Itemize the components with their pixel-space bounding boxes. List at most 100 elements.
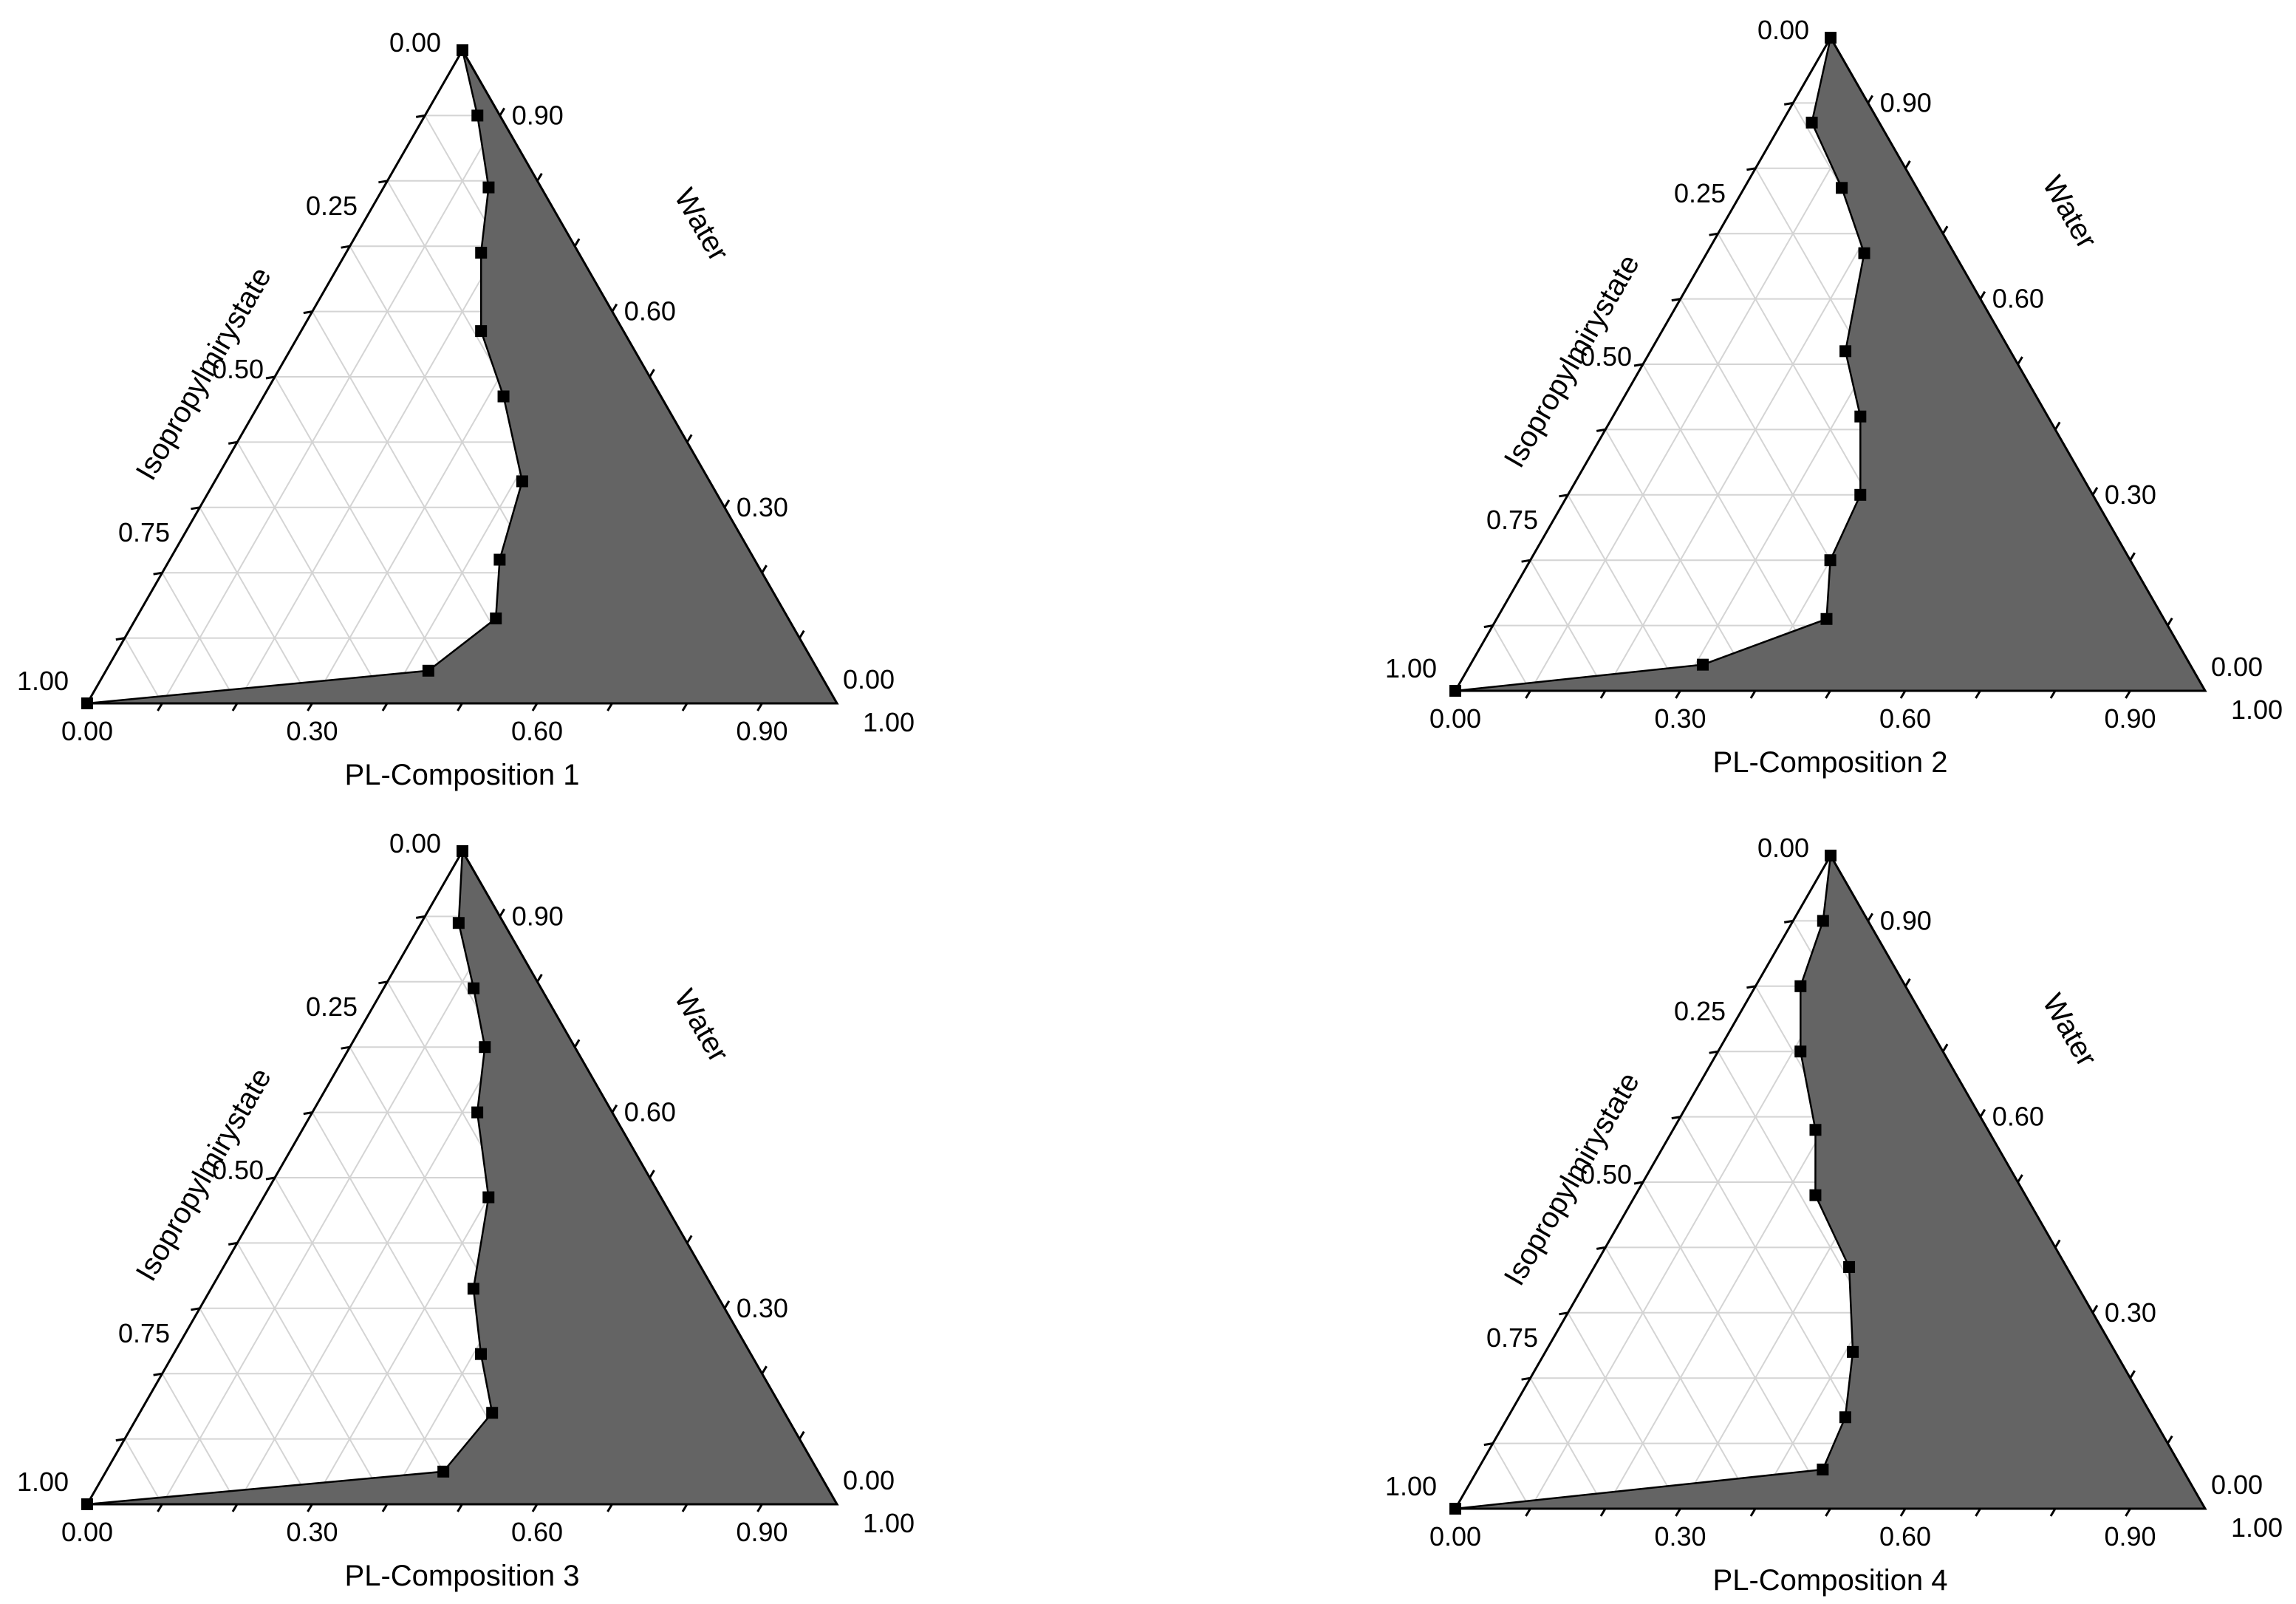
tick-mark — [1483, 1442, 1494, 1447]
tick-mark — [457, 703, 463, 711]
tick-mark — [686, 434, 693, 443]
tick-mark — [2049, 690, 2057, 699]
grid-line — [161, 1373, 238, 1505]
data-point — [479, 1041, 491, 1054]
grid-line — [1642, 1181, 1831, 1509]
data-point — [471, 1106, 484, 1119]
right-tick-label: 0.60 — [624, 296, 676, 327]
left-tick-label: 1.00 — [17, 1467, 69, 1497]
bottom-tick-label: 0.30 — [1654, 1521, 1706, 1552]
bottom-tick-label: 0.00 — [61, 1517, 113, 1547]
tick-mark — [381, 1504, 389, 1512]
tick-mark — [1671, 298, 1681, 302]
data-point — [1449, 1503, 1461, 1515]
tick-mark — [307, 1504, 313, 1512]
tick-mark — [2167, 617, 2173, 627]
data-point — [1696, 658, 1709, 671]
data-point — [1854, 488, 1867, 501]
bottom-axis-title: PL-Composition 3 — [345, 1560, 580, 1592]
grid-line — [1605, 1246, 1756, 1509]
data-point — [1839, 1411, 1851, 1424]
bottom-tick-label: 1.00 — [863, 707, 915, 737]
data-point — [452, 917, 465, 929]
right-tick-label: 0.30 — [2105, 1297, 2156, 1328]
tick-mark — [115, 637, 126, 641]
tick-mark — [2091, 1305, 2099, 1314]
right-tick-label: 0.60 — [1992, 1102, 2044, 1132]
tick-mark — [1599, 690, 1607, 699]
bottom-tick-label: 0.90 — [736, 716, 787, 746]
left-tick-label: 0.75 — [1486, 505, 1538, 535]
data-point — [1817, 1463, 1829, 1475]
tick-mark — [341, 245, 350, 249]
data-point — [1809, 1189, 1822, 1201]
tick-mark — [307, 703, 313, 711]
bottom-axis-title: PL-Composition 4 — [1713, 1564, 1948, 1597]
tick-mark — [761, 1365, 768, 1374]
tick-mark — [756, 1504, 763, 1512]
data-point — [1836, 182, 1848, 194]
tick-mark — [573, 238, 581, 247]
left-tick-label: 0.00 — [389, 828, 441, 859]
data-point — [1825, 850, 1837, 861]
tick-mark — [1783, 101, 1794, 106]
tick-mark — [2017, 356, 2023, 365]
tick-mark — [681, 1504, 689, 1512]
bottom-tick-label: 1.00 — [863, 1508, 915, 1538]
tick-mark — [341, 1045, 350, 1050]
data-point — [1824, 554, 1837, 567]
left-tick-label: 0.00 — [1757, 833, 1809, 863]
left-tick-label: 1.00 — [1385, 653, 1437, 683]
right-tick-label: 0.30 — [737, 492, 788, 522]
ternary-chart-4: 0.00 0.30 0.60 0.90 1.00 0.00 0.25 0.50 0.75 1.00… — [1385, 833, 2283, 1597]
data-point — [471, 109, 484, 122]
tick-mark — [1525, 690, 1531, 699]
tick-mark — [1521, 1376, 1531, 1381]
tick-mark — [2091, 487, 2099, 496]
tick-mark — [2049, 1508, 2057, 1517]
right-axis-title: Water — [668, 984, 735, 1068]
tick-mark — [536, 974, 543, 983]
data-point — [422, 664, 434, 677]
tick-mark — [756, 703, 763, 711]
tick-mark — [1596, 428, 1606, 432]
tick-mark — [191, 1307, 200, 1311]
right-tick-label: 0.30 — [737, 1293, 788, 1323]
tick-mark — [231, 703, 239, 711]
data-point — [482, 1191, 495, 1204]
tick-mark — [1825, 1508, 1831, 1517]
data-point — [467, 1283, 479, 1295]
right-tick-label: 0.90 — [512, 901, 564, 931]
right-tick-label: 0.00 — [843, 664, 895, 695]
tick-mark — [1975, 690, 1981, 699]
tick-mark — [1899, 1508, 1907, 1517]
data-point — [1843, 1260, 1856, 1273]
tick-mark — [531, 703, 539, 711]
grid-line — [199, 507, 313, 704]
right-tick-label: 0.90 — [1880, 87, 1932, 117]
axis-ticks — [115, 107, 805, 711]
tick-mark — [153, 571, 163, 576]
tick-mark — [1559, 494, 1568, 498]
right-tick-label: 0.90 — [1880, 905, 1932, 935]
tick-mark — [265, 1176, 276, 1181]
bottom-tick-label: 0.00 — [1429, 703, 1481, 734]
grid-line — [199, 1308, 313, 1505]
data-point — [81, 697, 93, 709]
left-tick-label: 1.00 — [1385, 1471, 1437, 1501]
right-tick-label: 0.60 — [624, 1097, 676, 1127]
data-point — [457, 44, 468, 56]
bottom-tick-label: 0.00 — [1429, 1521, 1481, 1552]
axis-ticks — [115, 908, 805, 1512]
tick-mark — [1521, 559, 1531, 563]
data-point — [474, 1348, 487, 1360]
data-point — [1820, 612, 1833, 625]
data-point — [475, 325, 488, 338]
left-tick-label: 0.00 — [389, 27, 441, 58]
grid-line — [1529, 559, 1606, 692]
tick-mark — [2129, 552, 2136, 561]
bottom-tick-label: 1.00 — [2231, 1512, 2283, 1543]
grid-line — [1529, 1377, 1606, 1509]
bottom-tick-label: 0.60 — [511, 716, 563, 746]
